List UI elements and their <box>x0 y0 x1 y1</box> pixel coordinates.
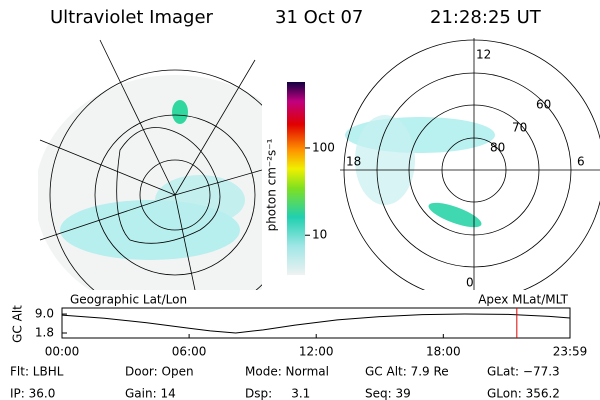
time: 21:28:25 UT <box>430 7 542 28</box>
status-field: GC Alt: 7.9 Re <box>365 365 449 379</box>
status-field: GLat: −77.3 <box>487 365 560 379</box>
status-field: Flt: LBHL <box>10 365 64 379</box>
x-tick-label: 00:00 <box>45 345 80 359</box>
status-field: Dsp: 3.1 <box>245 387 310 400</box>
status-field: IP: 36.0 <box>10 387 55 400</box>
lat-label: 80 <box>490 141 505 155</box>
title: Ultraviolet Imager <box>50 7 214 28</box>
x-tick-label: 23:59 <box>553 345 588 359</box>
polar-plot <box>340 38 600 290</box>
plot-subtitle: Geographic Lat/Lon <box>70 293 187 307</box>
status-field: Door: Open <box>125 365 194 379</box>
mlt-label: 18 <box>346 155 361 169</box>
status-field: Mode: Normal <box>245 365 329 379</box>
status-field: GLon: 356.2 <box>487 387 560 400</box>
status-field: Gain: 14 <box>125 387 176 400</box>
geographic-map <box>38 39 262 290</box>
mlt-label: 6 <box>577 155 585 169</box>
mlt-label: 12 <box>476 48 491 62</box>
x-tick-label: 12:00 <box>299 345 334 359</box>
y-tick-label: 1.8 <box>35 326 54 340</box>
altitude-line <box>61 313 571 334</box>
date: 31 Oct 07 <box>275 7 363 28</box>
lat-label: 60 <box>536 98 551 112</box>
x-tick-label: 18:00 <box>426 345 461 359</box>
plot-subtitle: Apex MLat/MLT <box>478 293 568 307</box>
colorbar-tick-label: 100 <box>312 140 335 154</box>
y-tick-label: 9.0 <box>35 307 54 321</box>
colorbar <box>287 82 305 275</box>
y-axis-label: GC Alt <box>11 305 25 343</box>
lat-label: 70 <box>512 121 527 135</box>
mlt-label: 0 <box>466 276 474 290</box>
colorbar-tick-label: 10 <box>312 228 327 242</box>
status-field: Seq: 39 <box>365 387 411 400</box>
x-tick-label: 06:00 <box>172 345 207 359</box>
colorbar-label: photon cm⁻²s⁻¹ <box>265 138 279 231</box>
